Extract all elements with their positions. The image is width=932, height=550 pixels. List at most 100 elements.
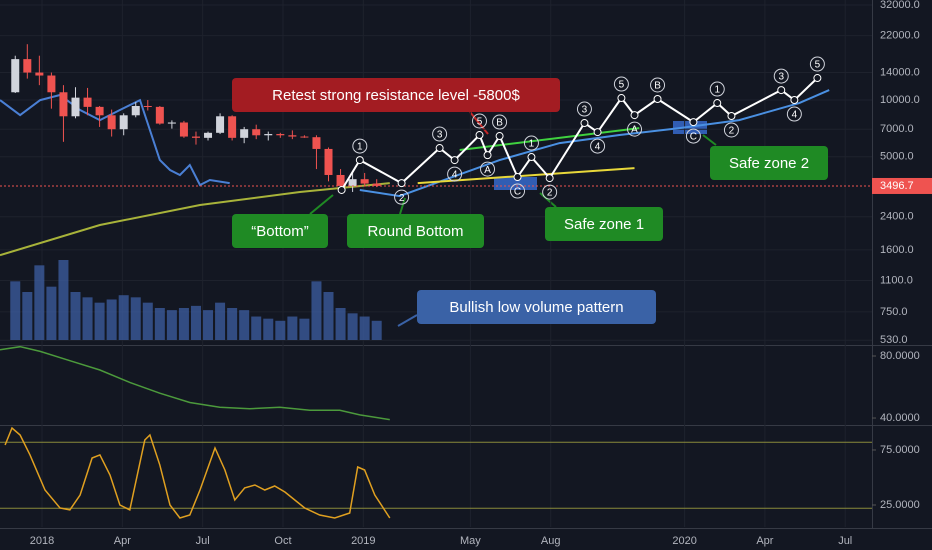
wave-label: 5 [815, 60, 821, 71]
candle-body [264, 134, 273, 136]
volume-bar [251, 316, 262, 340]
wave-label: 3 [582, 105, 588, 116]
x-tick-label: Apr [756, 535, 773, 547]
wave-label-ring [709, 81, 725, 97]
wave-label-ring [613, 76, 629, 92]
volume-bar [239, 310, 250, 340]
wave-point [813, 74, 822, 83]
wave-point [337, 185, 346, 194]
candle-body [276, 134, 285, 136]
y-tick-label: 14000.0 [880, 66, 920, 78]
volume-bar [166, 310, 177, 340]
volume-bar [371, 320, 382, 340]
y-tick-label: 7000.0 [880, 123, 914, 135]
y-tick-label: 22000.0 [880, 29, 920, 41]
wave-point [545, 174, 554, 183]
volume-bar [22, 292, 33, 340]
candle-body [95, 106, 104, 116]
wave-point [580, 119, 589, 128]
y-tick-label: 5000.0 [880, 151, 914, 163]
wave-point [355, 156, 364, 165]
y-tick-label: 32000.0 [880, 0, 920, 11]
y-tick-label: 1600.0 [880, 244, 914, 256]
x-tick-label: Jul [196, 535, 210, 547]
wave-point [435, 144, 444, 153]
candle-body [372, 183, 381, 186]
volume-bar [215, 302, 226, 340]
wave-label-ring [786, 106, 802, 122]
callout-pointer [399, 197, 406, 215]
volume-bar [94, 302, 105, 340]
volume-bar [106, 299, 117, 340]
y-tick-label: 75.0000 [880, 444, 920, 456]
wave-point [527, 153, 536, 162]
indicator-line [359, 89, 830, 198]
current-price-label: 3496.7 [880, 180, 914, 192]
volume-bar [287, 316, 298, 340]
volume-bar [154, 308, 165, 340]
volume-bar [299, 318, 310, 340]
wave-path [340, 77, 819, 191]
candle-body [59, 92, 68, 117]
wave-label-ring [773, 68, 789, 84]
wave-label-ring [576, 101, 592, 117]
wave-label: C [690, 132, 697, 143]
wave-label: A [631, 125, 638, 136]
annotation: Safe zone 2 [710, 146, 828, 180]
candle-body [83, 97, 92, 107]
wave-point [790, 96, 799, 105]
indicator-line [459, 127, 640, 151]
wave-label: 1 [714, 85, 720, 96]
callout-pointer [309, 194, 334, 215]
volume-bar [275, 320, 286, 340]
candle-body [324, 148, 333, 175]
candle-body [47, 75, 56, 93]
volume-bar [178, 308, 189, 340]
y-tick-label: 530.0 [880, 334, 908, 346]
wave-label: 2 [547, 188, 553, 199]
candle-body [312, 137, 321, 149]
candle-body [336, 174, 345, 186]
annotation: Bullish low volume pattern [417, 290, 656, 324]
wave-label: 3 [778, 72, 784, 83]
callout-pointer [397, 314, 418, 327]
volume-bar [130, 297, 141, 340]
wave-label-ring [432, 126, 448, 142]
wave-point [689, 118, 698, 127]
x-tick-label: Oct [274, 535, 291, 547]
candle-body [228, 116, 237, 138]
wave-point [495, 132, 504, 141]
volume-bar [335, 308, 346, 340]
y-tick-label: 40.0000 [880, 412, 920, 424]
volume-bar [142, 302, 153, 340]
wave-label-ring [685, 128, 701, 144]
wave-point [777, 86, 786, 95]
annotation: “Bottom” [232, 214, 328, 248]
annotation: Safe zone 1 [545, 207, 663, 241]
indicator-line [0, 345, 390, 421]
wave-label-ring [809, 56, 825, 72]
volume-bar [58, 260, 69, 340]
wave-point [475, 131, 484, 140]
wave-point [450, 156, 459, 165]
wave-label-ring [394, 189, 410, 205]
wave-label-ring [480, 161, 496, 177]
y-tick-label: 80.0000 [880, 350, 920, 362]
volume-bar [263, 318, 274, 340]
x-tick-label: 2018 [30, 535, 54, 547]
indicator-line [0, 182, 390, 257]
volume-bar [10, 281, 21, 340]
volume-bar [118, 295, 129, 340]
callout-pointer [702, 134, 717, 146]
wave-label: 1 [529, 139, 535, 150]
volume-bar [359, 316, 370, 340]
wave-label-ring [650, 77, 666, 93]
candle-body [155, 106, 164, 124]
y-tick-label: 10000.0 [880, 94, 920, 106]
y-tick-label: 1100.0 [880, 274, 913, 286]
current-price-box [872, 177, 932, 194]
wave-label-ring [447, 166, 463, 182]
wave-label-ring [590, 138, 606, 154]
candle-body [204, 132, 213, 138]
volume-bar [190, 305, 201, 340]
